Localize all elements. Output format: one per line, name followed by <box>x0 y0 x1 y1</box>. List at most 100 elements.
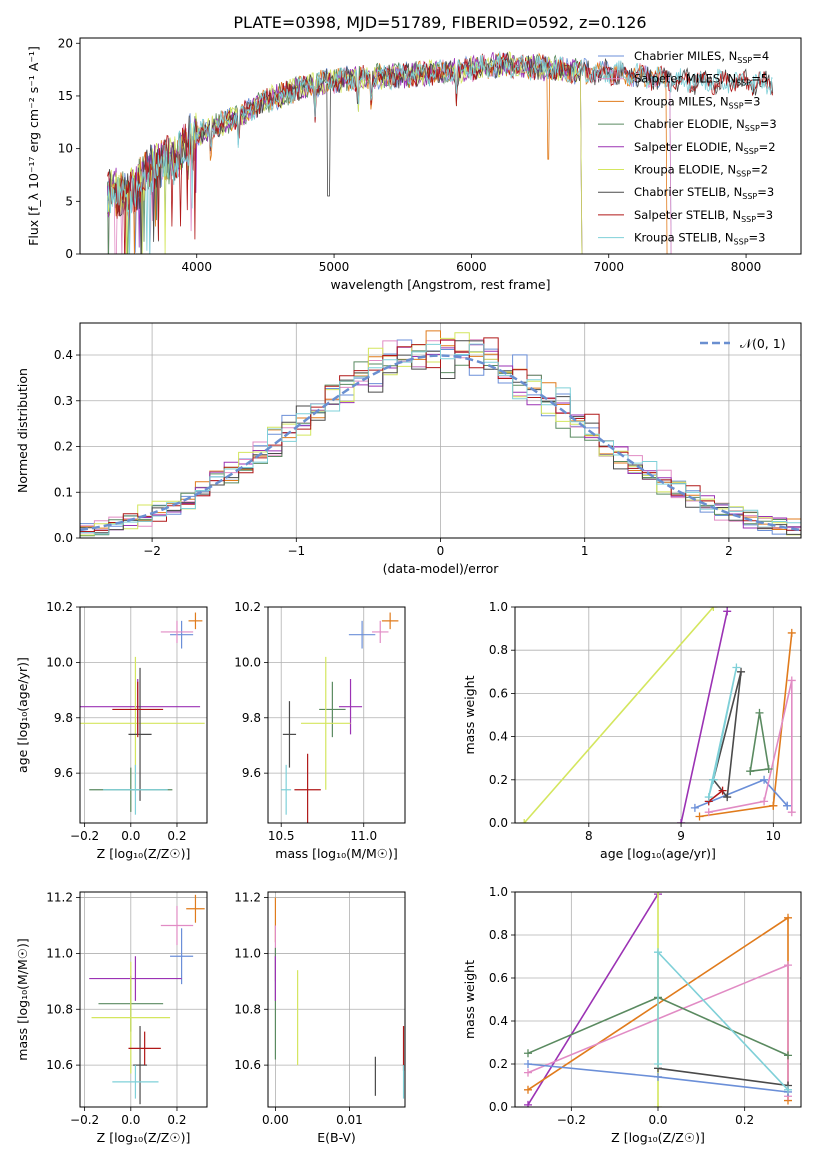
y-tick-label: 10.2 <box>46 600 73 614</box>
axes-frame <box>79 322 802 539</box>
legend-label-normal: 𝒩(0, 1) <box>740 336 786 351</box>
y-tick-label: 0.4 <box>54 348 73 362</box>
chart-residuals: −2 −1 0 1 2 0.0 0.1 0.2 0.3 0.4 (data-model)/error… <box>15 322 802 576</box>
chart-age_vs_Z: −0.2 0.0 0.2 9.6 9.8 10.0 10.2 Z [log₁₀(Z/Z☉)] a… <box>15 600 208 861</box>
y-axis-label: mass weight <box>462 960 477 1039</box>
axes-frame <box>514 606 802 824</box>
weight-line-chabrier_stelib <box>657 1067 789 1087</box>
legend-label-salpeter_miles: Salpeter MILES, NSSP=5 <box>634 72 768 88</box>
weight-marker-kroupa_miles <box>787 628 796 637</box>
x-tick-label: −0.2 <box>557 1113 586 1127</box>
x-tick-label: 6000 <box>456 260 487 274</box>
weight-line-salpeter_elodie <box>527 893 659 1106</box>
y-tick-label: 0.2 <box>54 440 73 454</box>
chart-spectrum: 4000 5000 6000 7000 8000 0 5 10 15 20 wavelength [… <box>26 36 802 292</box>
y-tick-label: 9.8 <box>242 711 261 725</box>
x-tick-label: 9 <box>677 829 685 843</box>
x-axis-label: (data-model)/error <box>383 561 500 576</box>
x-tick-label: 0.2 <box>735 1113 754 1127</box>
y-axis-label: mass [log₁₀(M/M☉)] <box>15 938 30 1060</box>
spectrum-line-salpeter_stelib <box>107 52 774 254</box>
weight-marker-salpeter_miles <box>524 1068 532 1077</box>
weight-line-salpeter_stelib <box>708 789 724 803</box>
weight-marker-kroupa_stelib <box>709 775 718 784</box>
legend-label-kroupa_miles: Kroupa MILES, NSSP=3 <box>634 94 760 110</box>
normal-curve <box>80 354 801 532</box>
y-tick-label: 0.2 <box>489 773 508 787</box>
weight-marker-chabrier_elodie <box>755 708 764 717</box>
x-tick-label: 0.01 <box>336 1113 363 1127</box>
x-axis-label: Z [log₁₀(Z/Z☉)] <box>611 1130 705 1145</box>
x-tick-label: 0.00 <box>262 1113 289 1127</box>
y-tick-label: 10 <box>58 142 73 156</box>
x-tick-label: 5000 <box>319 260 350 274</box>
x-tick-label: 1 <box>581 544 589 558</box>
y-tick-label: 9.6 <box>54 766 73 780</box>
x-tick-label: −0.2 <box>70 1113 99 1127</box>
weight-marker-chabrier_stelib <box>737 667 746 676</box>
figure-title: PLATE=0398, MJD=51789, FIBERID=0592, z=0… <box>233 13 646 32</box>
histogram-kroupa_stelib <box>80 343 801 538</box>
weight-marker-kroupa_miles <box>769 801 778 810</box>
y-tick-label: 10.8 <box>234 1002 261 1016</box>
weight-marker-kroupa_miles <box>695 812 704 821</box>
y-tick-label: 9.8 <box>54 711 73 725</box>
x-tick-label: 10.5 <box>268 829 295 843</box>
legend-label-kroupa_elodie: Kroupa ELODIE, NSSP=2 <box>634 163 768 179</box>
plot-area-age_vs_Z <box>80 607 207 823</box>
weight-marker-chabrier_miles <box>783 801 792 810</box>
chart-weight_vs_Z: −0.2 0.0 0.2 0.0 0.2 0.4 0.6 0.8 1.0 Z [log₁₀(Z/Z… <box>462 885 802 1145</box>
weight-marker-salpeter_miles <box>787 676 796 685</box>
y-axis-label: age [log₁₀(age/yr)] <box>15 657 30 773</box>
weight-marker-salpeter_stelib <box>718 786 727 795</box>
y-tick-label: 10.8 <box>46 1002 73 1016</box>
x-tick-label: 8 <box>585 829 593 843</box>
weight-marker-salpeter_miles <box>704 808 713 817</box>
weight-marker-kroupa_elodie <box>709 607 718 611</box>
axes-frame <box>267 891 406 1108</box>
weight-marker-salpeter_elodie <box>677 819 686 823</box>
plot-area-weight_vs_age <box>515 607 801 823</box>
weight-marker-chabrier_elodie <box>746 767 755 776</box>
y-axis-label: mass weight <box>462 675 477 754</box>
x-tick-label: −2 <box>143 544 161 558</box>
y-tick-label: 0.8 <box>489 928 508 942</box>
y-tick-label: 0.6 <box>489 686 508 700</box>
plot-area-weight_vs_Z <box>515 892 801 1107</box>
axes-frame <box>79 37 802 255</box>
y-tick-label: 20 <box>58 36 73 50</box>
y-tick-label: 0.8 <box>489 643 508 657</box>
weight-line-salpeter_miles <box>708 680 793 813</box>
y-tick-label: 15 <box>58 89 73 103</box>
weight-marker-kroupa_miles <box>524 1085 532 1094</box>
spectrum-line-chabrier_stelib <box>107 52 774 254</box>
y-tick-label: 0.2 <box>489 1057 508 1071</box>
x-tick-label: 4000 <box>181 260 212 274</box>
x-axis-label: wavelength [Angstrom, rest frame] <box>330 277 550 292</box>
x-tick-label: 0.2 <box>167 1113 186 1127</box>
y-tick-label: 0.0 <box>54 531 73 545</box>
y-tick-label: 11.2 <box>234 891 261 905</box>
plot-area-mass_vs_ebv <box>268 892 405 1107</box>
weight-marker-kroupa_stelib <box>732 663 741 672</box>
weight-marker-kroupa_stelib <box>654 1060 662 1068</box>
y-tick-label: 11.2 <box>46 891 73 905</box>
legend-label-chabrier_stelib: Chabrier STELIB, NSSP=3 <box>634 185 774 201</box>
plot-area-residuals <box>80 323 801 538</box>
legend-label-chabrier_miles: Chabrier MILES, NSSP=4 <box>634 49 769 65</box>
y-tick-label: 0.0 <box>489 816 508 830</box>
weight-marker-chabrier_elodie <box>784 1051 792 1060</box>
y-tick-label: 10.6 <box>234 1058 261 1072</box>
weight-marker-chabrier_miles <box>524 1060 532 1068</box>
y-tick-label: 0.4 <box>489 1014 508 1028</box>
x-axis-label: Z [log₁₀(Z/Z☉)] <box>97 1130 191 1145</box>
weight-marker-salpeter_miles <box>784 961 792 970</box>
x-tick-label: 8000 <box>731 260 762 274</box>
y-tick-label: 10.6 <box>46 1058 73 1072</box>
weight-marker-chabrier_elodie <box>524 1049 532 1058</box>
y-tick-label: 1.0 <box>489 600 508 614</box>
weight-marker-chabrier_stelib <box>723 793 732 802</box>
y-tick-label: 10.0 <box>46 655 73 669</box>
weight-marker-salpeter_miles <box>787 808 796 817</box>
y-tick-label: 0.6 <box>489 971 508 985</box>
